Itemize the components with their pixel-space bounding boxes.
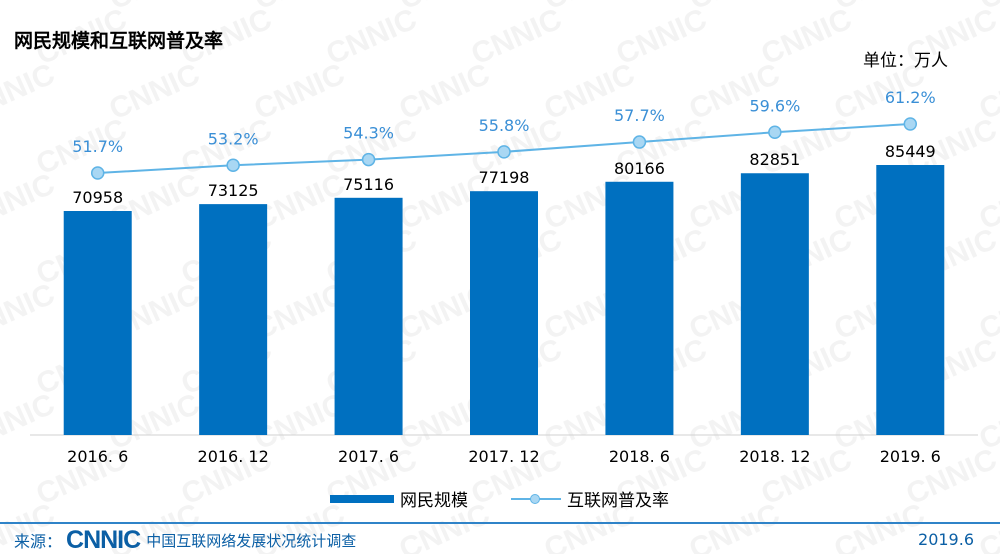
chart-title: 网民规模和互联网普及率 xyxy=(14,30,224,52)
legend-bar-swatch xyxy=(330,494,394,503)
x-tick-label-3: 2017. 12 xyxy=(468,447,539,466)
legend-line-swatch xyxy=(511,493,561,504)
legend-item-bar: 网民规模 xyxy=(330,486,468,511)
legend-line-label: 互联网普及率 xyxy=(567,491,669,511)
bar-value-label-0: 70958 xyxy=(72,188,123,207)
percent-label-0: 51.7% xyxy=(72,137,123,156)
legend-bar-label: 网民规模 xyxy=(400,491,468,511)
x-tick-label-0: 2016. 6 xyxy=(67,447,128,466)
percent-marker-6 xyxy=(903,117,918,131)
percent-label-6: 61.2% xyxy=(885,88,936,107)
x-tick-label-1: 2016. 12 xyxy=(198,447,269,466)
footer-divider xyxy=(0,522,1000,524)
bar-value-label-3: 77198 xyxy=(479,168,530,187)
bar-value-label-2: 75116 xyxy=(343,175,394,194)
percent-marker-2 xyxy=(361,152,376,167)
percent-label-5: 59.6% xyxy=(749,96,800,115)
report-date: 2019.6 xyxy=(918,530,974,549)
bar-0 xyxy=(63,211,132,435)
x-tick-label-2: 2017. 6 xyxy=(338,447,399,466)
x-tick-label-4: 2018. 6 xyxy=(609,447,670,466)
percent-marker-5 xyxy=(768,125,782,140)
bar-1 xyxy=(199,204,268,435)
bar-4 xyxy=(605,181,674,435)
unit-label: 单位：万人 xyxy=(863,51,948,71)
bar-value-label-6: 85449 xyxy=(885,142,936,161)
cnnic-logo: CNNIC xyxy=(66,526,141,554)
bar-6 xyxy=(876,165,945,435)
x-tick-label-5: 2018. 12 xyxy=(739,447,810,466)
bar-3 xyxy=(470,191,538,435)
legend: 网民规模 互联网普及率 xyxy=(0,486,1000,511)
percent-label-2: 54.3% xyxy=(343,124,394,143)
bar-line-chart: 70958 2016. 6 73125 2016. 12 75116 2017. 6 771… xyxy=(30,88,978,466)
survey-name: 中国互联网络发展状况统计调查 xyxy=(146,531,357,550)
legend-item-line: 互联网普及率 xyxy=(511,486,669,511)
source-line: 来源： CNNIC 中国互联网络发展状况统计调查 xyxy=(14,526,357,554)
percent-marker-3 xyxy=(497,145,511,159)
bar-5 xyxy=(740,173,809,435)
bar-value-label-5: 82851 xyxy=(749,150,800,169)
percent-label-3: 55.8% xyxy=(479,116,530,135)
percent-marker-1 xyxy=(226,158,240,173)
bar-value-label-1: 73125 xyxy=(208,181,259,200)
percent-marker-0 xyxy=(90,166,105,180)
bar-value-label-4: 80166 xyxy=(614,159,665,178)
percent-label-1: 53.2% xyxy=(208,129,259,148)
x-tick-label-6: 2019. 6 xyxy=(880,447,941,466)
percent-label-4: 57.7% xyxy=(614,106,665,125)
source-prefix: 来源： xyxy=(14,532,63,551)
bar-2 xyxy=(334,197,403,435)
percent-marker-4 xyxy=(632,135,647,149)
